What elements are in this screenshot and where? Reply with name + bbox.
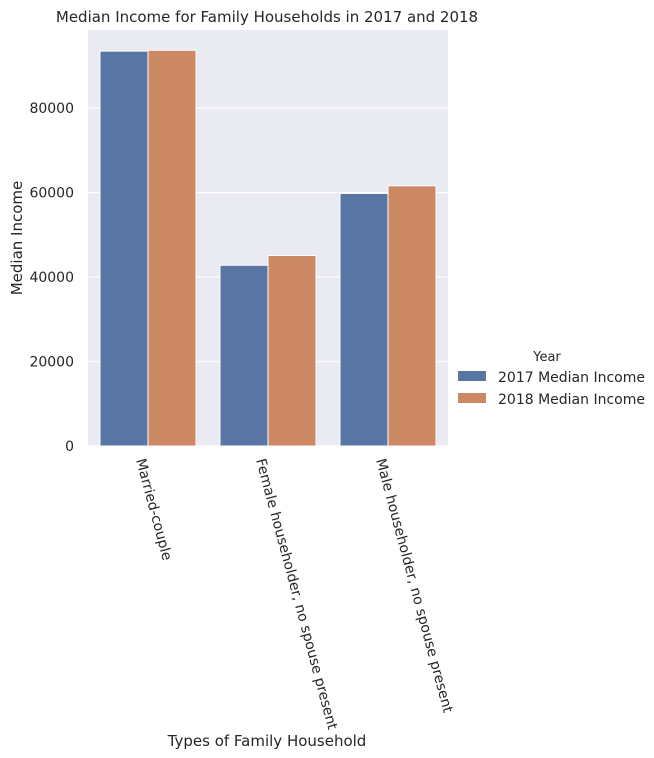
y-axis-label: Median Income	[8, 181, 26, 296]
x-tick-label: Male householder, no spouse present	[372, 457, 456, 715]
x-tick-label: Female householder, no spouse present	[252, 457, 340, 732]
legend-label-2018: 2018 Median Income	[498, 392, 645, 408]
bars	[99, 49, 437, 447]
bar-2017-2	[339, 192, 389, 447]
x-axis-label: Types of Family Household	[167, 732, 367, 750]
bar-2018-1	[267, 255, 317, 447]
y-tick-labels: 0 20000 40000 60000 80000	[29, 101, 74, 455]
x-tick-labels: Married-couple Female householder, no spo…	[132, 457, 456, 732]
bar-2018-2	[387, 185, 437, 447]
bar-2017-0	[99, 50, 149, 447]
legend-swatch-2018	[458, 393, 486, 403]
legend-label-2017: 2017 Median Income	[498, 370, 645, 386]
legend: Year 2017 Median Income 2018 Median Inco…	[458, 350, 645, 408]
y-tick-label: 80000	[29, 101, 74, 117]
y-tick-label: 40000	[29, 270, 74, 286]
bar-2018-0	[147, 49, 197, 447]
y-tick-label: 20000	[29, 355, 74, 371]
legend-title: Year	[532, 350, 561, 365]
x-tick-label: Married-couple	[132, 457, 175, 562]
y-tick-label: 0	[65, 439, 74, 455]
chart-title: Median Income for Family Households in 2…	[56, 8, 478, 26]
legend-swatch-2017	[458, 371, 486, 381]
y-tick-label: 60000	[29, 186, 74, 202]
bar-2017-1	[219, 264, 269, 447]
